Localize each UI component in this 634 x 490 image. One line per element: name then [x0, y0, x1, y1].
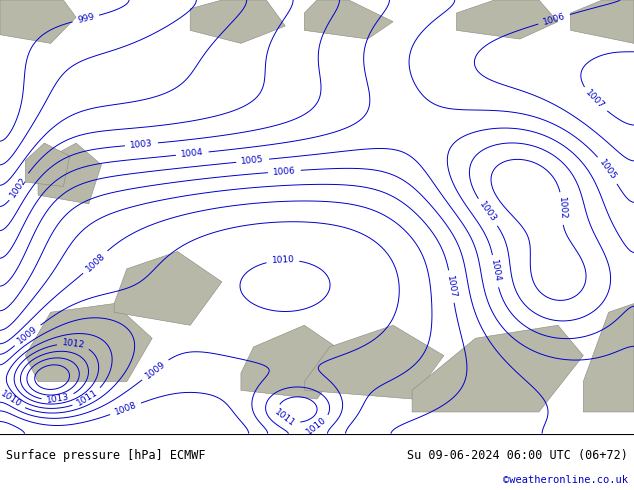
Text: 1012: 1012: [61, 338, 85, 350]
Text: 1003: 1003: [477, 200, 498, 224]
Text: Surface pressure [hPa] ECMWF: Surface pressure [hPa] ECMWF: [6, 449, 206, 463]
Polygon shape: [25, 143, 70, 187]
Text: 1004: 1004: [489, 259, 501, 283]
Polygon shape: [412, 325, 583, 412]
Text: 1008: 1008: [84, 251, 107, 273]
Polygon shape: [241, 325, 349, 399]
Text: Su 09-06-2024 06:00 UTC (06+72): Su 09-06-2024 06:00 UTC (06+72): [407, 449, 628, 463]
Polygon shape: [583, 304, 634, 412]
Polygon shape: [25, 304, 152, 382]
Text: 1006: 1006: [542, 12, 566, 27]
Text: 1011: 1011: [75, 388, 100, 408]
Text: 1007: 1007: [445, 274, 458, 298]
Text: 1004: 1004: [181, 148, 204, 159]
Text: 1009: 1009: [143, 359, 167, 380]
Polygon shape: [456, 0, 558, 39]
Text: 1002: 1002: [557, 197, 567, 220]
Text: 1007: 1007: [584, 88, 606, 111]
Text: 1010: 1010: [0, 389, 23, 409]
Polygon shape: [304, 0, 393, 39]
Text: 1008: 1008: [113, 401, 138, 417]
Text: 1005: 1005: [241, 155, 264, 166]
Text: ©weatheronline.co.uk: ©weatheronline.co.uk: [503, 475, 628, 486]
Polygon shape: [304, 325, 444, 399]
Text: 1005: 1005: [597, 158, 618, 182]
Polygon shape: [114, 251, 222, 325]
Text: 1011: 1011: [273, 408, 296, 429]
Polygon shape: [0, 0, 76, 44]
Text: 1013: 1013: [46, 393, 70, 405]
Text: 1009: 1009: [16, 324, 39, 346]
Text: 1010: 1010: [271, 255, 295, 266]
Polygon shape: [190, 0, 285, 44]
Text: 1003: 1003: [129, 139, 153, 150]
Text: 999: 999: [76, 12, 95, 25]
Text: 1002: 1002: [9, 175, 29, 199]
Text: 1006: 1006: [273, 166, 296, 177]
Polygon shape: [571, 0, 634, 44]
Polygon shape: [38, 143, 101, 204]
Text: 1010: 1010: [304, 416, 328, 437]
